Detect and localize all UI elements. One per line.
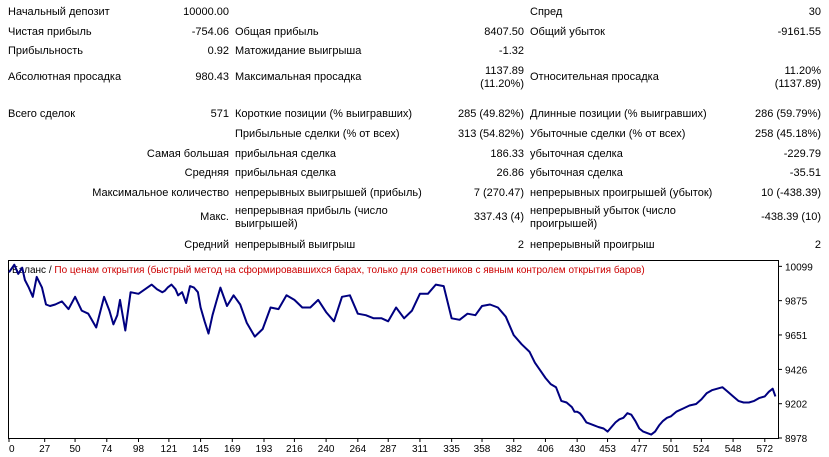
long-positions-value: 286 (59.79%) (754, 108, 821, 120)
balance-chart-frame (8, 260, 779, 439)
spread-value: 30 (808, 6, 821, 18)
expected-payoff-label: Матожидание выигрыша (235, 45, 362, 57)
initial-deposit-label: Начальный депозит (8, 6, 110, 18)
x-tick-label: 406 (537, 444, 554, 455)
largest-loss-value: -229.79 (783, 148, 821, 160)
rel-drawdown-percent: 11.20% (784, 65, 822, 77)
balance-series-line (8, 263, 777, 436)
average-profit-label: прибыльная сделка (235, 167, 337, 179)
largest-label: Самая большая (146, 148, 229, 160)
max-drawdown-percent: (11.20%) (480, 78, 524, 90)
profit-factor-value: 0.92 (207, 45, 229, 57)
chart-title-mode: По ценам открытия (быстрый метод на сфор… (54, 265, 645, 276)
gross-loss-value: -9161.55 (777, 26, 821, 38)
max-drawdown-value: 1137.89 (485, 65, 524, 77)
average-profit-value: 26.86 (496, 167, 524, 179)
profit-trades-label: Прибыльные сделки (% от всех) (235, 128, 400, 140)
average-label: Средняя (184, 167, 229, 179)
x-tick-label: 382 (505, 444, 522, 455)
x-tick-label: 358 (474, 444, 491, 455)
x-tick-label: 335 (443, 444, 460, 455)
x-tick-label: 216 (286, 444, 303, 455)
max-cons-wins-value: 7 (270.47) (473, 187, 524, 199)
y-tick-label: 10099 (785, 262, 813, 273)
expected-payoff-value: -1.32 (498, 45, 524, 57)
x-tick-label: 501 (663, 444, 680, 455)
gross-profit-value: 8407.50 (484, 26, 524, 38)
x-tick-label: 264 (349, 444, 366, 455)
y-axis: 10099 9875 9651 9426 9202 8978 (778, 262, 813, 445)
x-tick-label: 572 (756, 444, 773, 455)
x-tick-label: 548 (725, 444, 742, 455)
abs-drawdown-value: 980.43 (195, 71, 229, 83)
y-tick-label: 9426 (785, 365, 808, 376)
x-tick-label: 27 (39, 444, 51, 455)
statistics-table: Начальный депозит 10000.00 Спред 30 Чист… (8, 6, 822, 251)
max-cons-loss-value: -438.39 (10) (761, 211, 821, 223)
max-drawdown-label: Максимальная просадка (235, 71, 362, 83)
x-tick-label: 50 (70, 444, 82, 455)
x-tick-label: 145 (192, 444, 209, 455)
x-tick-label: 477 (631, 444, 648, 455)
avg-cons-wins-value: 2 (517, 239, 524, 251)
x-tick-label: 311 (412, 444, 428, 455)
chart-title: Баланс / По ценам открытия (быстрый мето… (12, 265, 645, 276)
largest-profit-value: 186.33 (490, 148, 524, 160)
x-tick-label: 0 (9, 444, 15, 455)
long-positions-label: Длинные позиции (% выигравших) (530, 108, 707, 120)
x-tick-label: 240 (318, 444, 335, 455)
net-profit-value: -754.06 (191, 26, 229, 38)
x-tick-label: 524 (693, 444, 710, 455)
short-positions-value: 285 (49.82%) (457, 108, 524, 120)
x-tick-label: 430 (569, 444, 586, 455)
short-positions-label: Короткие позиции (% выигравших) (235, 108, 413, 120)
profit-factor-label: Прибыльность (8, 45, 83, 57)
spread-label: Спред (530, 6, 563, 18)
avg-cons-losses-value: 2 (814, 239, 821, 251)
max-cons-loss-label: непрерывный убыток (число проигрышей) (530, 205, 676, 230)
gross-loss-label: Общий убыток (530, 26, 605, 38)
total-trades-label: Всего сделок (8, 108, 76, 120)
x-axis: 0 27 50 74 98 121 145 169 193 216 240 264 287 311 335 3… (8, 438, 774, 455)
abs-drawdown-label: Абсолютная просадка (8, 71, 122, 83)
chart-title-separator: / (48, 265, 52, 276)
max-cons-profit-label: непрерывная прибыль (число выигрышей) (235, 205, 388, 230)
total-trades-value: 571 (210, 108, 229, 120)
max-cons-wins-label: непрерывных выигрышей (прибыль) (235, 187, 422, 199)
plot-area (8, 263, 777, 436)
max-cons-losses-label: непрерывных проигрышей (убыток) (530, 187, 713, 199)
max-cons-profit-value: 337.43 (4) (473, 211, 524, 223)
net-profit-label: Чистая прибыль (8, 26, 92, 38)
avg-cons-wins-label: непрерывный выигрыш (235, 239, 356, 251)
average-loss-label: убыточная сделка (530, 167, 623, 179)
avg-cons-losses-label: непрерывный проигрыш (530, 239, 655, 251)
rel-drawdown-value: (1137.89) (774, 78, 821, 90)
average-loss-value: -35.51 (789, 167, 821, 179)
initial-deposit-value: 10000.00 (183, 6, 229, 18)
y-tick-label: 9651 (785, 331, 808, 342)
x-tick-label: 121 (161, 444, 178, 455)
rel-drawdown-label: Относительная просадка (530, 71, 659, 83)
max-count-label: Максимальное количество (92, 187, 229, 199)
x-tick-label: 98 (133, 444, 145, 455)
avg-label: Средний (184, 239, 229, 251)
loss-trades-value: 258 (45.18%) (754, 128, 821, 140)
gross-profit-label: Общая прибыль (235, 26, 319, 38)
y-tick-label: 8978 (785, 434, 808, 445)
max-cons-losses-value: 10 (-438.39) (761, 187, 821, 199)
max-label: Макс. (200, 211, 229, 223)
loss-trades-label: Убыточные сделки (% от всех) (530, 128, 686, 140)
x-tick-label: 74 (101, 444, 113, 455)
x-tick-label: 169 (224, 444, 241, 455)
y-tick-label: 9202 (785, 400, 808, 411)
profit-trades-value: 313 (54.82%) (457, 128, 524, 140)
y-tick-label: 9875 (785, 297, 808, 308)
x-tick-label: 453 (599, 444, 616, 455)
x-tick-label: 287 (380, 444, 397, 455)
largest-loss-label: убыточная сделка (530, 148, 623, 160)
x-tick-label: 193 (256, 444, 273, 455)
largest-profit-label: прибыльная сделка (235, 148, 337, 160)
chart-title-prefix: Баланс (12, 265, 47, 276)
